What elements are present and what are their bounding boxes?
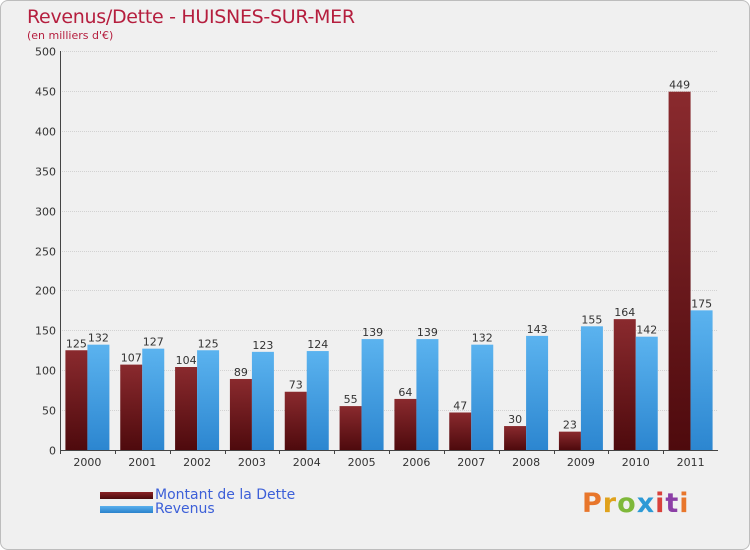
- y-tick-label: 350: [35, 166, 56, 179]
- bar-dette: [394, 398, 417, 450]
- x-tick-label: 2003: [238, 456, 266, 469]
- data-label-dette: 89: [234, 366, 248, 379]
- y-tick-label: 200: [35, 285, 56, 298]
- data-label-revenus: 155: [581, 313, 602, 326]
- x-tick-label: 2009: [567, 456, 595, 469]
- x-tick-label: 2002: [183, 456, 211, 469]
- data-label-revenus: 127: [143, 336, 164, 349]
- data-label-dette: 104: [176, 354, 197, 367]
- y-tick-label: 150: [35, 325, 56, 338]
- bar-revenus: [471, 344, 494, 450]
- y-tick-label: 500: [35, 46, 56, 59]
- bar-revenus: [251, 351, 274, 450]
- bar-revenus: [87, 344, 110, 450]
- data-label-revenus: 125: [198, 337, 219, 350]
- y-tick-label: 50: [42, 405, 56, 418]
- legend-item-revenus: Revenus: [100, 501, 215, 517]
- data-label-dette: 73: [289, 379, 303, 392]
- data-label-dette: 164: [614, 306, 635, 319]
- data-label-revenus: 124: [307, 338, 328, 351]
- bar-dette: [175, 367, 198, 450]
- y-tick-label: 450: [35, 86, 56, 99]
- data-label-revenus: 123: [252, 339, 273, 352]
- x-tick-label: 2010: [622, 456, 650, 469]
- bar-revenus: [526, 335, 549, 450]
- bar-dette: [613, 319, 636, 450]
- data-label-dette: 449: [669, 79, 690, 92]
- legend-label-dette: Montant de la Dette: [155, 487, 296, 503]
- data-label-dette: 30: [508, 413, 522, 426]
- legend-label-revenus: Revenus: [155, 501, 215, 517]
- x-tick-label: 2001: [128, 456, 156, 469]
- data-label-dette: 23: [563, 419, 577, 432]
- bar-dette: [339, 406, 362, 450]
- data-label-dette: 47: [453, 399, 467, 412]
- bar-dette: [668, 91, 691, 450]
- bar-revenus: [416, 339, 439, 450]
- x-tick-label: 2011: [677, 456, 705, 469]
- data-label-dette: 55: [344, 393, 358, 406]
- bar-revenus: [142, 348, 165, 450]
- bar-dette: [449, 412, 472, 450]
- proxiti-logo: Proxiti: [582, 488, 690, 519]
- bar-revenus: [197, 350, 220, 450]
- data-label-revenus: 143: [527, 323, 548, 336]
- chart-title: Revenus/Dette - HUISNES-SUR-MER: [27, 6, 355, 28]
- chart-subtitle: (en milliers d'€): [27, 29, 114, 42]
- legend-swatch-revenus: [100, 505, 153, 513]
- data-label-revenus: 132: [88, 332, 109, 345]
- y-tick-label: 0: [49, 445, 56, 458]
- legend-item-dette: Montant de la Dette: [100, 487, 295, 503]
- data-label-dette: 125: [66, 337, 87, 350]
- x-tick-label: 2004: [293, 456, 321, 469]
- y-tick-label: 300: [35, 206, 56, 219]
- bar-dette: [558, 431, 581, 450]
- x-tick-label: 2000: [73, 456, 101, 469]
- bar-revenus: [580, 326, 603, 450]
- data-label-dette: 64: [398, 386, 412, 399]
- data-label-revenus: 142: [636, 324, 657, 337]
- x-tick-label: 2007: [457, 456, 485, 469]
- bar-revenus: [361, 339, 384, 450]
- y-tick-label: 250: [35, 246, 56, 259]
- data-label-revenus: 132: [472, 332, 493, 345]
- bar-revenus: [635, 336, 658, 450]
- x-tick-label: 2005: [348, 456, 376, 469]
- x-tick-label: 2006: [402, 456, 430, 469]
- bar-dette: [120, 364, 143, 450]
- legend-swatch-dette: [100, 491, 153, 499]
- y-tick-label: 100: [35, 365, 56, 378]
- data-label-revenus: 175: [691, 297, 712, 310]
- bar-dette: [504, 426, 527, 450]
- bar-revenus: [306, 351, 329, 450]
- y-tick-label: 400: [35, 126, 56, 139]
- x-tick-label: 2008: [512, 456, 540, 469]
- data-label-revenus: 139: [417, 326, 438, 339]
- bar-dette: [65, 350, 88, 450]
- bar-revenus: [690, 310, 713, 450]
- bar-dette: [229, 378, 252, 450]
- data-label-revenus: 139: [362, 326, 383, 339]
- data-label-dette: 107: [121, 352, 142, 365]
- bar-dette: [284, 391, 307, 450]
